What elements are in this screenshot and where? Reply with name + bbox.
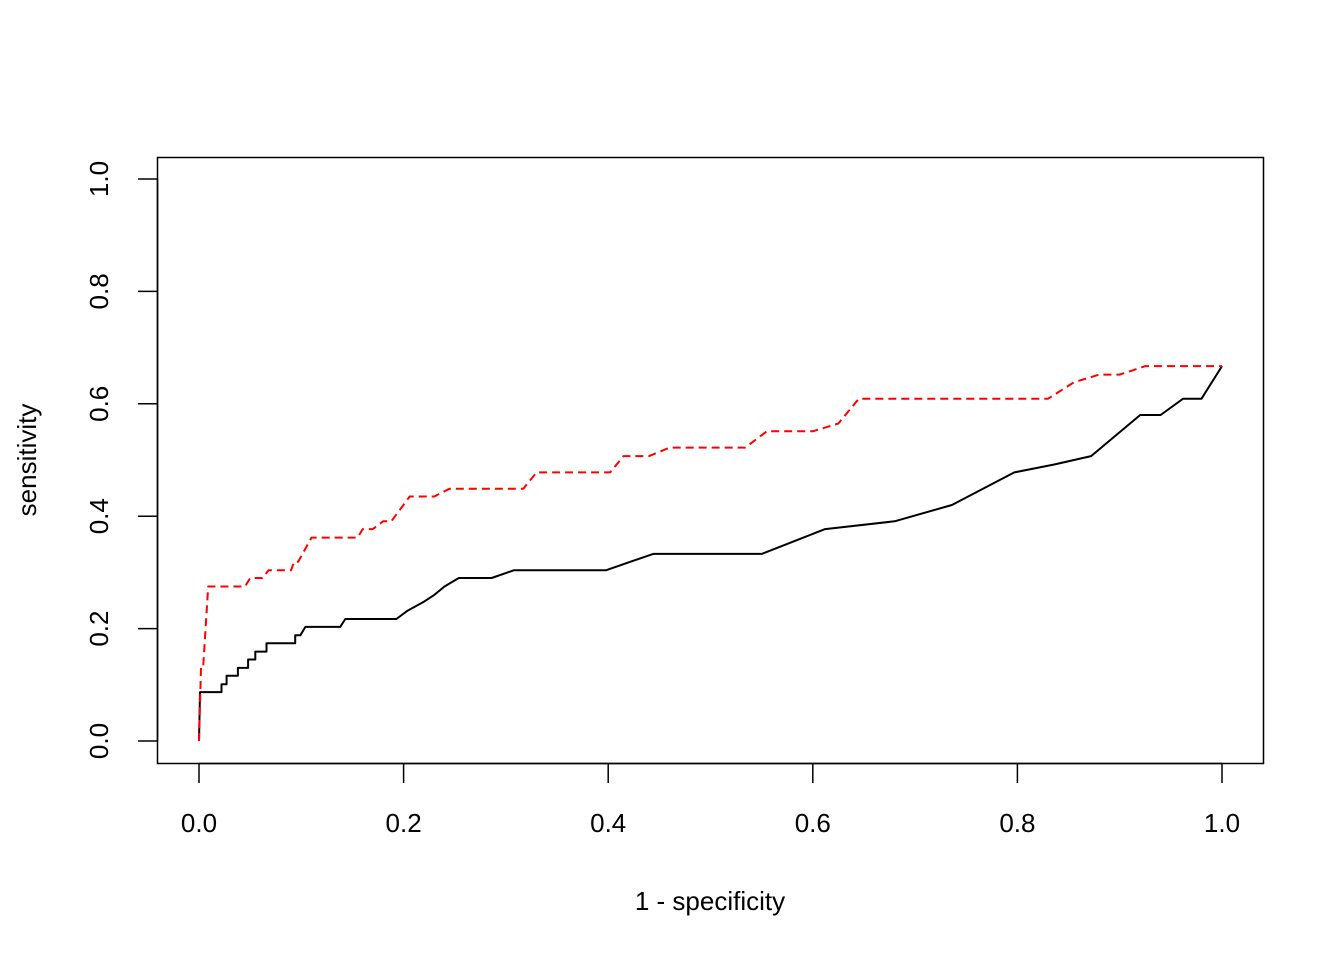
x-tick-label: 0.4 <box>590 808 626 838</box>
series-line-1 <box>198 365 1223 742</box>
x-axis-label: 1 - specificity <box>635 886 785 916</box>
y-axis-label: sensitivity <box>12 404 42 517</box>
x-axis: 0.0 0.2 0.4 0.6 0.8 1.0 <box>181 762 1240 838</box>
y-tick-label: 0.0 <box>84 723 114 759</box>
x-tick-label: 0.0 <box>181 808 217 838</box>
x-tick-label: 0.2 <box>386 808 422 838</box>
y-axis: 0.0 0.2 0.4 0.6 0.8 1.0 <box>84 161 159 759</box>
y-tick-label: 0.4 <box>84 498 114 534</box>
y-tick-label: 0.8 <box>84 273 114 309</box>
y-tick-label: 0.6 <box>84 386 114 422</box>
y-tick-label: 0.2 <box>84 611 114 647</box>
x-tick-label: 0.8 <box>999 808 1035 838</box>
plot-box <box>156 156 1265 765</box>
series-layer <box>198 365 1223 742</box>
series-line-2 <box>198 365 1222 742</box>
y-tick-label: 1.0 <box>84 161 114 197</box>
x-tick-label: 0.6 <box>795 808 831 838</box>
x-tick-label: 1.0 <box>1204 808 1240 838</box>
